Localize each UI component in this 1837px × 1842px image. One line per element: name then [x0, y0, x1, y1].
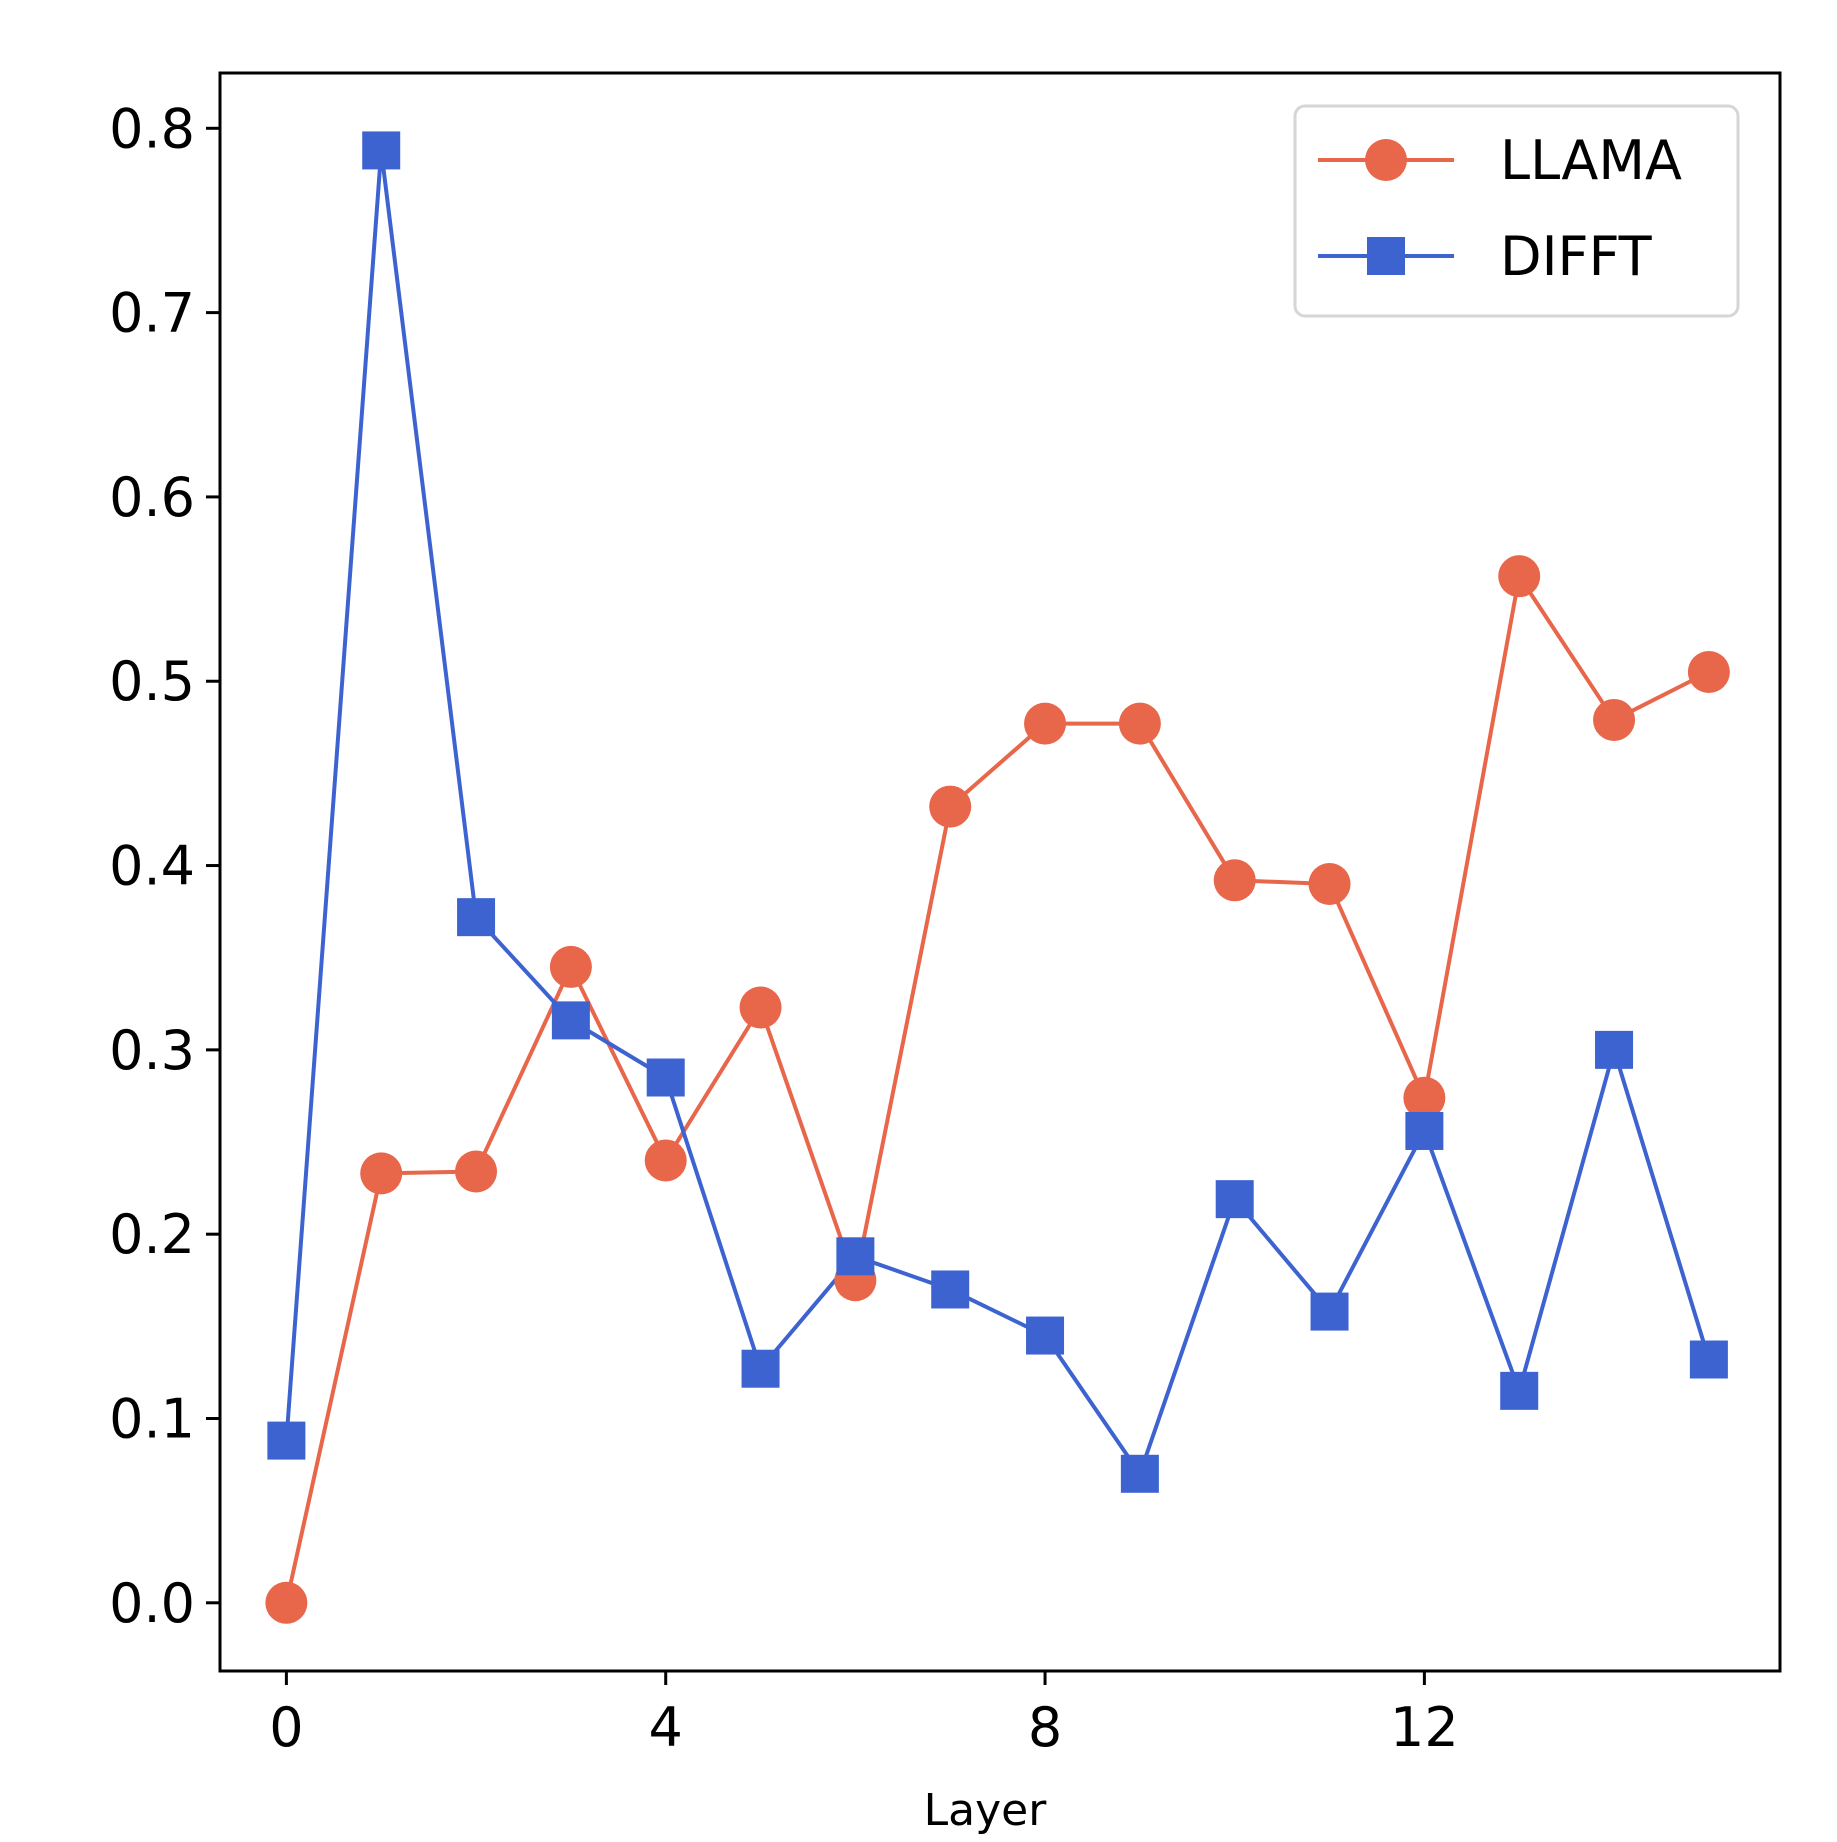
data-point-llama [739, 986, 782, 1029]
x-tick-label: 0 [269, 1696, 303, 1759]
data-point-difft [741, 1349, 780, 1388]
data-point-llama [1213, 859, 1256, 902]
legend-label-llama: LLAMA [1500, 129, 1682, 192]
data-point-difft [1500, 1371, 1539, 1410]
legend: LLAMA DIFFT [1293, 104, 1740, 318]
series-line-llama [284, 574, 1710, 1604]
data-point-llama [360, 1152, 403, 1195]
y-tick-label: 0.1 [109, 1387, 195, 1450]
data-point-llama [644, 1139, 687, 1182]
data-point-difft [1026, 1316, 1065, 1355]
y-tick-label: 0.6 [109, 466, 195, 529]
plot-frame [218, 71, 1782, 1673]
y-tick-label: 0.0 [109, 1572, 195, 1635]
data-point-difft [1120, 1454, 1159, 1493]
axis-ticks: 0 4 8 12 0.0 0.1 0.2 0.3 0.4 0.5 0.6 0.7 0.8 [109, 97, 1459, 1759]
series-markers [265, 131, 1730, 1624]
x-axis-label: Layer [924, 1785, 1048, 1836]
data-point-llama [265, 1581, 308, 1624]
data-point-llama [1024, 702, 1067, 745]
y-tick-label: 0.2 [109, 1203, 195, 1266]
x-tick-label: 4 [649, 1696, 683, 1759]
series-lines [284, 148, 1711, 1604]
x-tick-label: 12 [1390, 1696, 1459, 1759]
data-point-llama [1687, 651, 1730, 694]
data-point-llama [549, 945, 592, 988]
data-point-llama [1593, 698, 1636, 741]
data-point-llama [1403, 1076, 1446, 1119]
data-point-llama [1308, 862, 1351, 905]
data-point-difft [267, 1421, 306, 1460]
y-tick-label: 0.3 [109, 1019, 195, 1082]
y-tick-label: 0.4 [109, 835, 195, 898]
y-tick-label: 0.5 [109, 650, 195, 713]
data-point-difft [551, 1001, 590, 1040]
data-point-difft [1310, 1292, 1349, 1331]
data-point-llama [1498, 555, 1541, 598]
data-point-llama [455, 1150, 498, 1193]
legend-marker-llama [1365, 139, 1407, 181]
y-tick-label: 0.7 [109, 282, 195, 345]
data-point-difft [362, 131, 401, 170]
data-point-difft [457, 898, 496, 937]
y-tick-label: 0.8 [109, 97, 195, 160]
data-point-difft [931, 1270, 970, 1309]
data-point-difft [1405, 1111, 1444, 1150]
data-point-difft [1595, 1030, 1634, 1069]
series-line-difft [284, 148, 1711, 1476]
data-point-difft [1215, 1180, 1254, 1219]
legend-label-difft: DIFFT [1500, 225, 1653, 288]
data-point-difft [646, 1058, 685, 1097]
data-point-difft [836, 1237, 875, 1276]
data-point-llama [929, 785, 972, 828]
data-point-llama [1118, 702, 1161, 745]
legend-marker-difft [1367, 237, 1405, 275]
x-tick-label: 8 [1028, 1696, 1062, 1759]
data-point-difft [1689, 1340, 1728, 1379]
